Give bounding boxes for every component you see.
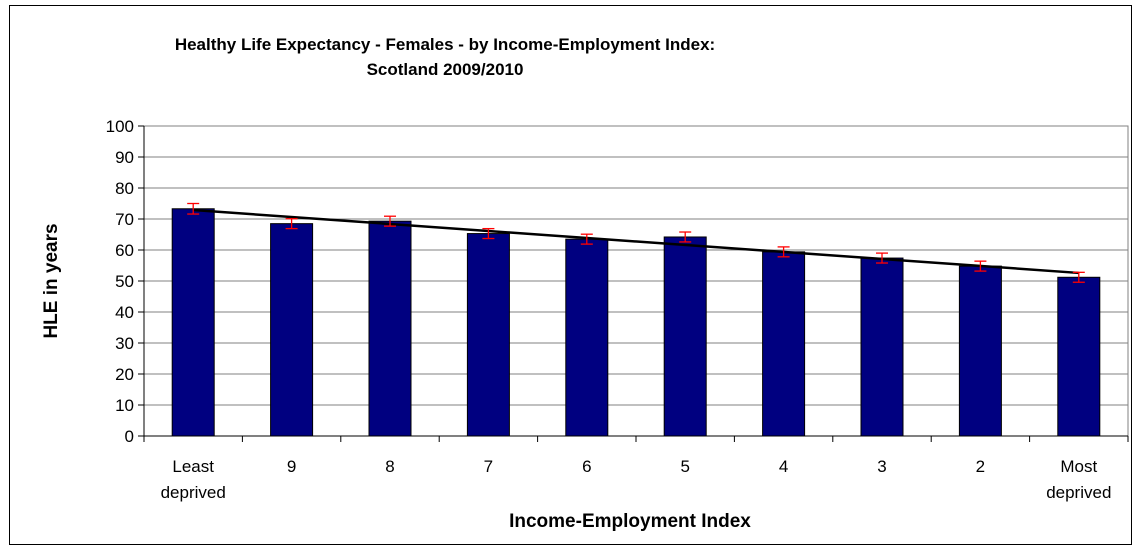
error-bar bbox=[384, 215, 396, 227]
y-tick-label: 50 bbox=[115, 272, 134, 291]
x-tick-label: 9 bbox=[287, 457, 296, 476]
bars bbox=[171, 208, 1101, 437]
x-tick-label: 3 bbox=[877, 457, 886, 476]
x-tick-labels: Least deprived 9 8 7 6 5 4 3 2 Most deprived bbox=[161, 457, 1112, 502]
x-axis-title: Income-Employment Index bbox=[509, 511, 751, 532]
y-tick-label: 0 bbox=[125, 427, 134, 446]
y-axis-title: HLE in years bbox=[41, 223, 62, 338]
error-bar bbox=[876, 252, 888, 264]
y-tick-labels: 0 10 20 30 40 50 60 70 80 90 100 bbox=[106, 117, 134, 446]
x-tick-label: 6 bbox=[582, 457, 591, 476]
error-bar bbox=[1072, 271, 1085, 283]
y-tick-label: 30 bbox=[115, 334, 134, 353]
x-tick-label: 4 bbox=[779, 457, 788, 476]
axes bbox=[138, 125, 1129, 442]
error-bar bbox=[285, 218, 298, 230]
chart-title-line1: Healthy Life Expectancy - Females - by I… bbox=[174, 35, 716, 54]
bar bbox=[466, 233, 510, 437]
x-tick-label: 8 bbox=[385, 457, 394, 476]
bar bbox=[1057, 276, 1101, 437]
bar bbox=[565, 238, 609, 437]
error-bar bbox=[679, 231, 692, 243]
x-tick-label: 5 bbox=[680, 457, 689, 476]
x-tick-label: 7 bbox=[484, 457, 493, 476]
bar bbox=[270, 223, 314, 437]
error-bar bbox=[777, 246, 790, 258]
y-tick-label: 60 bbox=[115, 241, 134, 260]
error-bar bbox=[187, 202, 200, 215]
bar-chart: 0 10 20 30 40 50 60 70 80 90 100 Least deprived 9 8 7 6… bbox=[41, 117, 1129, 532]
error-bar bbox=[974, 260, 987, 272]
x-tick-label: Least deprived bbox=[161, 457, 226, 502]
bar bbox=[368, 220, 412, 437]
chart-title: Healthy Life Expectancy - Females - by I… bbox=[0, 32, 890, 82]
trendline-group bbox=[193, 208, 1079, 275]
bar bbox=[762, 251, 806, 437]
x-tick-label: 2 bbox=[976, 457, 985, 476]
y-tick-label: 10 bbox=[115, 396, 134, 415]
y-tick-label: 90 bbox=[115, 148, 134, 167]
trendline bbox=[193, 208, 1079, 275]
y-tick-label: 100 bbox=[106, 117, 134, 136]
bar bbox=[171, 208, 215, 437]
bar bbox=[860, 257, 904, 437]
x-tick-label: Most deprived bbox=[1046, 457, 1111, 502]
y-tick-label: 70 bbox=[115, 210, 134, 229]
chart-title-line2: Scotland 2009/2010 bbox=[366, 60, 524, 79]
y-tick-label: 80 bbox=[115, 179, 134, 198]
y-tick-label: 40 bbox=[115, 303, 134, 322]
error-bar bbox=[580, 233, 593, 245]
error-bar bbox=[482, 227, 495, 240]
bar bbox=[958, 265, 1002, 437]
bar bbox=[663, 236, 707, 437]
y-tick-label: 20 bbox=[115, 365, 134, 384]
error-bars bbox=[187, 202, 1085, 283]
